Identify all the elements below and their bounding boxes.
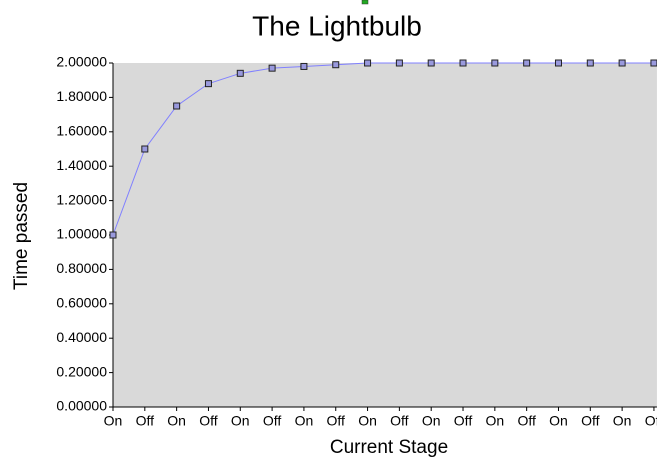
point-marker bbox=[554, 59, 562, 67]
y-axis-label: Time passed bbox=[11, 182, 32, 290]
point-marker bbox=[300, 62, 308, 70]
x-tick-label: Off bbox=[136, 413, 155, 429]
x-tick-label: Off bbox=[517, 413, 536, 429]
y-tick-label: 1.60000 bbox=[56, 123, 107, 139]
x-tick-label: Off bbox=[263, 413, 282, 429]
x-tick-label: On bbox=[231, 413, 250, 429]
point-marker bbox=[204, 80, 212, 88]
x-tick-label: Off bbox=[581, 413, 600, 429]
point-marker bbox=[650, 59, 657, 67]
x-tick-label: On bbox=[613, 413, 632, 429]
plot-area bbox=[113, 63, 657, 407]
x-tick-label: On bbox=[358, 413, 377, 429]
point-marker bbox=[427, 59, 435, 67]
y-tick-label: 1.80000 bbox=[56, 88, 107, 104]
x-tick-label: On bbox=[167, 413, 186, 429]
point-marker bbox=[523, 59, 531, 67]
x-tick-label: On bbox=[422, 413, 441, 429]
point-marker bbox=[586, 59, 594, 67]
y-tick-label: 0.80000 bbox=[56, 260, 107, 276]
y-tick-label: 2.00000 bbox=[56, 54, 107, 70]
x-tick-label: On bbox=[549, 413, 568, 429]
x-tick-label: On bbox=[295, 413, 314, 429]
x-tick-label: Off bbox=[645, 413, 657, 429]
x-tick-label: Off bbox=[199, 413, 218, 429]
y-tick-label: 0.00000 bbox=[56, 398, 107, 414]
x-tick-label: Off bbox=[390, 413, 409, 429]
point-marker bbox=[173, 102, 181, 110]
x-tick-label: On bbox=[104, 413, 123, 429]
point-marker bbox=[618, 59, 626, 67]
y-tick-label: 1.40000 bbox=[56, 157, 107, 173]
point-marker bbox=[268, 64, 276, 72]
point-marker bbox=[236, 69, 244, 77]
series-line bbox=[112, 62, 654, 236]
chart-title: The Lightbulb bbox=[252, 10, 422, 41]
y-tick-label: 0.20000 bbox=[56, 363, 107, 379]
y-tick-label: 1.20000 bbox=[56, 191, 107, 207]
legend-icon bbox=[361, 0, 369, 5]
y-tick-label: 0.40000 bbox=[56, 329, 107, 345]
x-tick-label: Off bbox=[327, 413, 346, 429]
point-marker bbox=[109, 231, 117, 239]
x-tick-label: Off bbox=[454, 413, 473, 429]
point-marker bbox=[364, 59, 372, 67]
point-marker bbox=[332, 61, 340, 69]
x-tick-label: On bbox=[485, 413, 504, 429]
point-marker bbox=[491, 59, 499, 67]
point-marker bbox=[459, 59, 467, 67]
y-tick-label: 0.60000 bbox=[56, 295, 107, 311]
point-marker bbox=[141, 145, 149, 153]
y-tick-label: 1.00000 bbox=[56, 226, 107, 242]
x-axis-label: Current Stage bbox=[330, 437, 448, 458]
point-marker bbox=[395, 59, 403, 67]
